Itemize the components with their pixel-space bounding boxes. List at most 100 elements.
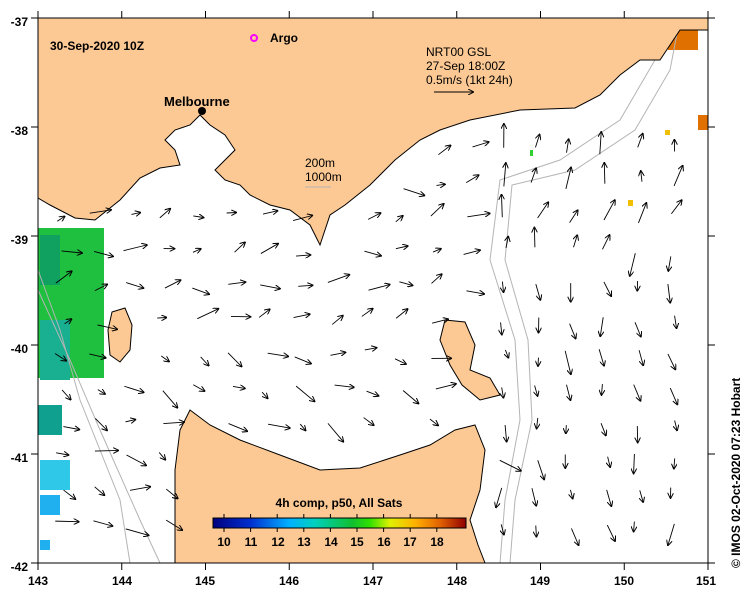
current-arrow	[668, 283, 670, 303]
current-arrow	[569, 210, 578, 223]
current-arrow	[296, 255, 310, 256]
current-arrow	[395, 246, 408, 249]
current-arrow	[126, 454, 146, 465]
x-tick-label: 144	[112, 574, 132, 588]
current-arrow	[430, 204, 444, 217]
current-arrow	[226, 213, 236, 214]
current-arrow	[564, 350, 571, 374]
current-arrow	[466, 291, 484, 294]
argo-label: Argo	[270, 31, 298, 45]
y-tick-label: -41	[11, 451, 29, 465]
current-arrow	[571, 528, 578, 545]
current-arrow	[429, 418, 438, 425]
current-arrow	[123, 245, 147, 252]
argo-float-icon[interactable]	[250, 34, 258, 42]
current-arrow	[124, 385, 143, 392]
current-arrow	[162, 390, 177, 408]
y-tick-label: -39	[11, 233, 29, 247]
current-arrow	[536, 525, 537, 537]
current-arrow	[234, 242, 245, 253]
current-arrow	[569, 323, 576, 339]
current-arrow	[232, 386, 245, 388]
current-arrow	[600, 423, 606, 435]
current-arrow	[267, 353, 288, 356]
current-arrow	[93, 520, 112, 526]
x-tick-label: 147	[363, 574, 383, 588]
current-arrow	[535, 385, 538, 396]
current-arrow	[604, 163, 605, 184]
current-arrow	[432, 249, 441, 252]
current-arrow	[603, 281, 611, 296]
current-arrow	[668, 523, 675, 545]
current-arrow	[61, 389, 71, 400]
isobath-legend-200m: 200m	[305, 156, 335, 170]
colorbar-label: 14	[324, 535, 338, 549]
current-arrow	[630, 253, 636, 276]
current-arrow	[366, 390, 379, 396]
current-vectors	[54, 124, 683, 545]
current-arrow	[466, 175, 478, 183]
current-arrow	[158, 452, 165, 459]
current-arrow	[364, 250, 380, 256]
current-arrow	[89, 353, 105, 358]
current-arrow	[534, 228, 535, 248]
current-arrow	[364, 348, 377, 350]
x-tick-label: 145	[195, 574, 215, 588]
current-arrow	[163, 422, 184, 423]
current-arrow	[55, 521, 78, 522]
current-arrow	[363, 417, 374, 426]
current-arrow	[334, 385, 354, 387]
current-arrow	[89, 210, 111, 214]
current-arrow	[600, 132, 601, 155]
current-arrow	[606, 524, 615, 541]
current-arrow	[300, 423, 305, 430]
current-arrow	[634, 453, 635, 473]
colorbar-label: 16	[377, 535, 391, 549]
current-arrow	[640, 490, 643, 501]
current-arrow	[502, 281, 503, 292]
current-arrow	[502, 195, 503, 218]
colorbar-label: 13	[297, 535, 311, 549]
colorbar-label: 17	[403, 535, 417, 549]
current-arrow	[97, 390, 105, 394]
y-tick-label: -42	[11, 560, 29, 574]
city-label: Melbourne	[164, 94, 230, 109]
current-arrow	[537, 460, 544, 479]
current-arrow	[501, 524, 504, 534]
current-arrow	[673, 166, 683, 187]
x-tick-label: 150	[614, 574, 634, 588]
current-arrow	[570, 489, 572, 499]
current-arrow	[606, 489, 612, 506]
current-arrow	[260, 284, 280, 289]
current-arrow	[227, 352, 241, 367]
current-arrow	[262, 211, 277, 214]
current-arrow	[193, 216, 203, 218]
current-arrow	[438, 146, 450, 156]
current-arrow	[463, 250, 480, 255]
colorbar	[212, 517, 467, 529]
date-label: 30-Sep-2020 10Z	[50, 39, 144, 53]
x-tick-label: 149	[530, 574, 550, 588]
current-arrow	[94, 285, 107, 292]
isobath-legend-1000m: 1000m	[305, 170, 342, 184]
current-arrow	[192, 249, 201, 252]
current-arrow	[164, 280, 180, 289]
current-arrow	[292, 216, 312, 221]
current-arrow	[367, 213, 380, 220]
current-arrow	[598, 349, 604, 365]
current-arrow	[293, 314, 310, 317]
current-arrow	[567, 139, 569, 153]
current-arrow	[97, 324, 117, 329]
current-arrow	[674, 458, 675, 468]
axis-ticks	[31, 11, 715, 570]
current-arrow	[260, 244, 278, 254]
current-arrow	[535, 135, 539, 148]
current-arrow	[327, 423, 343, 441]
current-arrow	[61, 251, 82, 253]
current-arrow	[566, 384, 570, 400]
current-arrow	[261, 391, 267, 398]
colorbar-label: 15	[350, 535, 364, 549]
current-arrow	[94, 450, 118, 451]
current-arrow	[633, 384, 641, 401]
